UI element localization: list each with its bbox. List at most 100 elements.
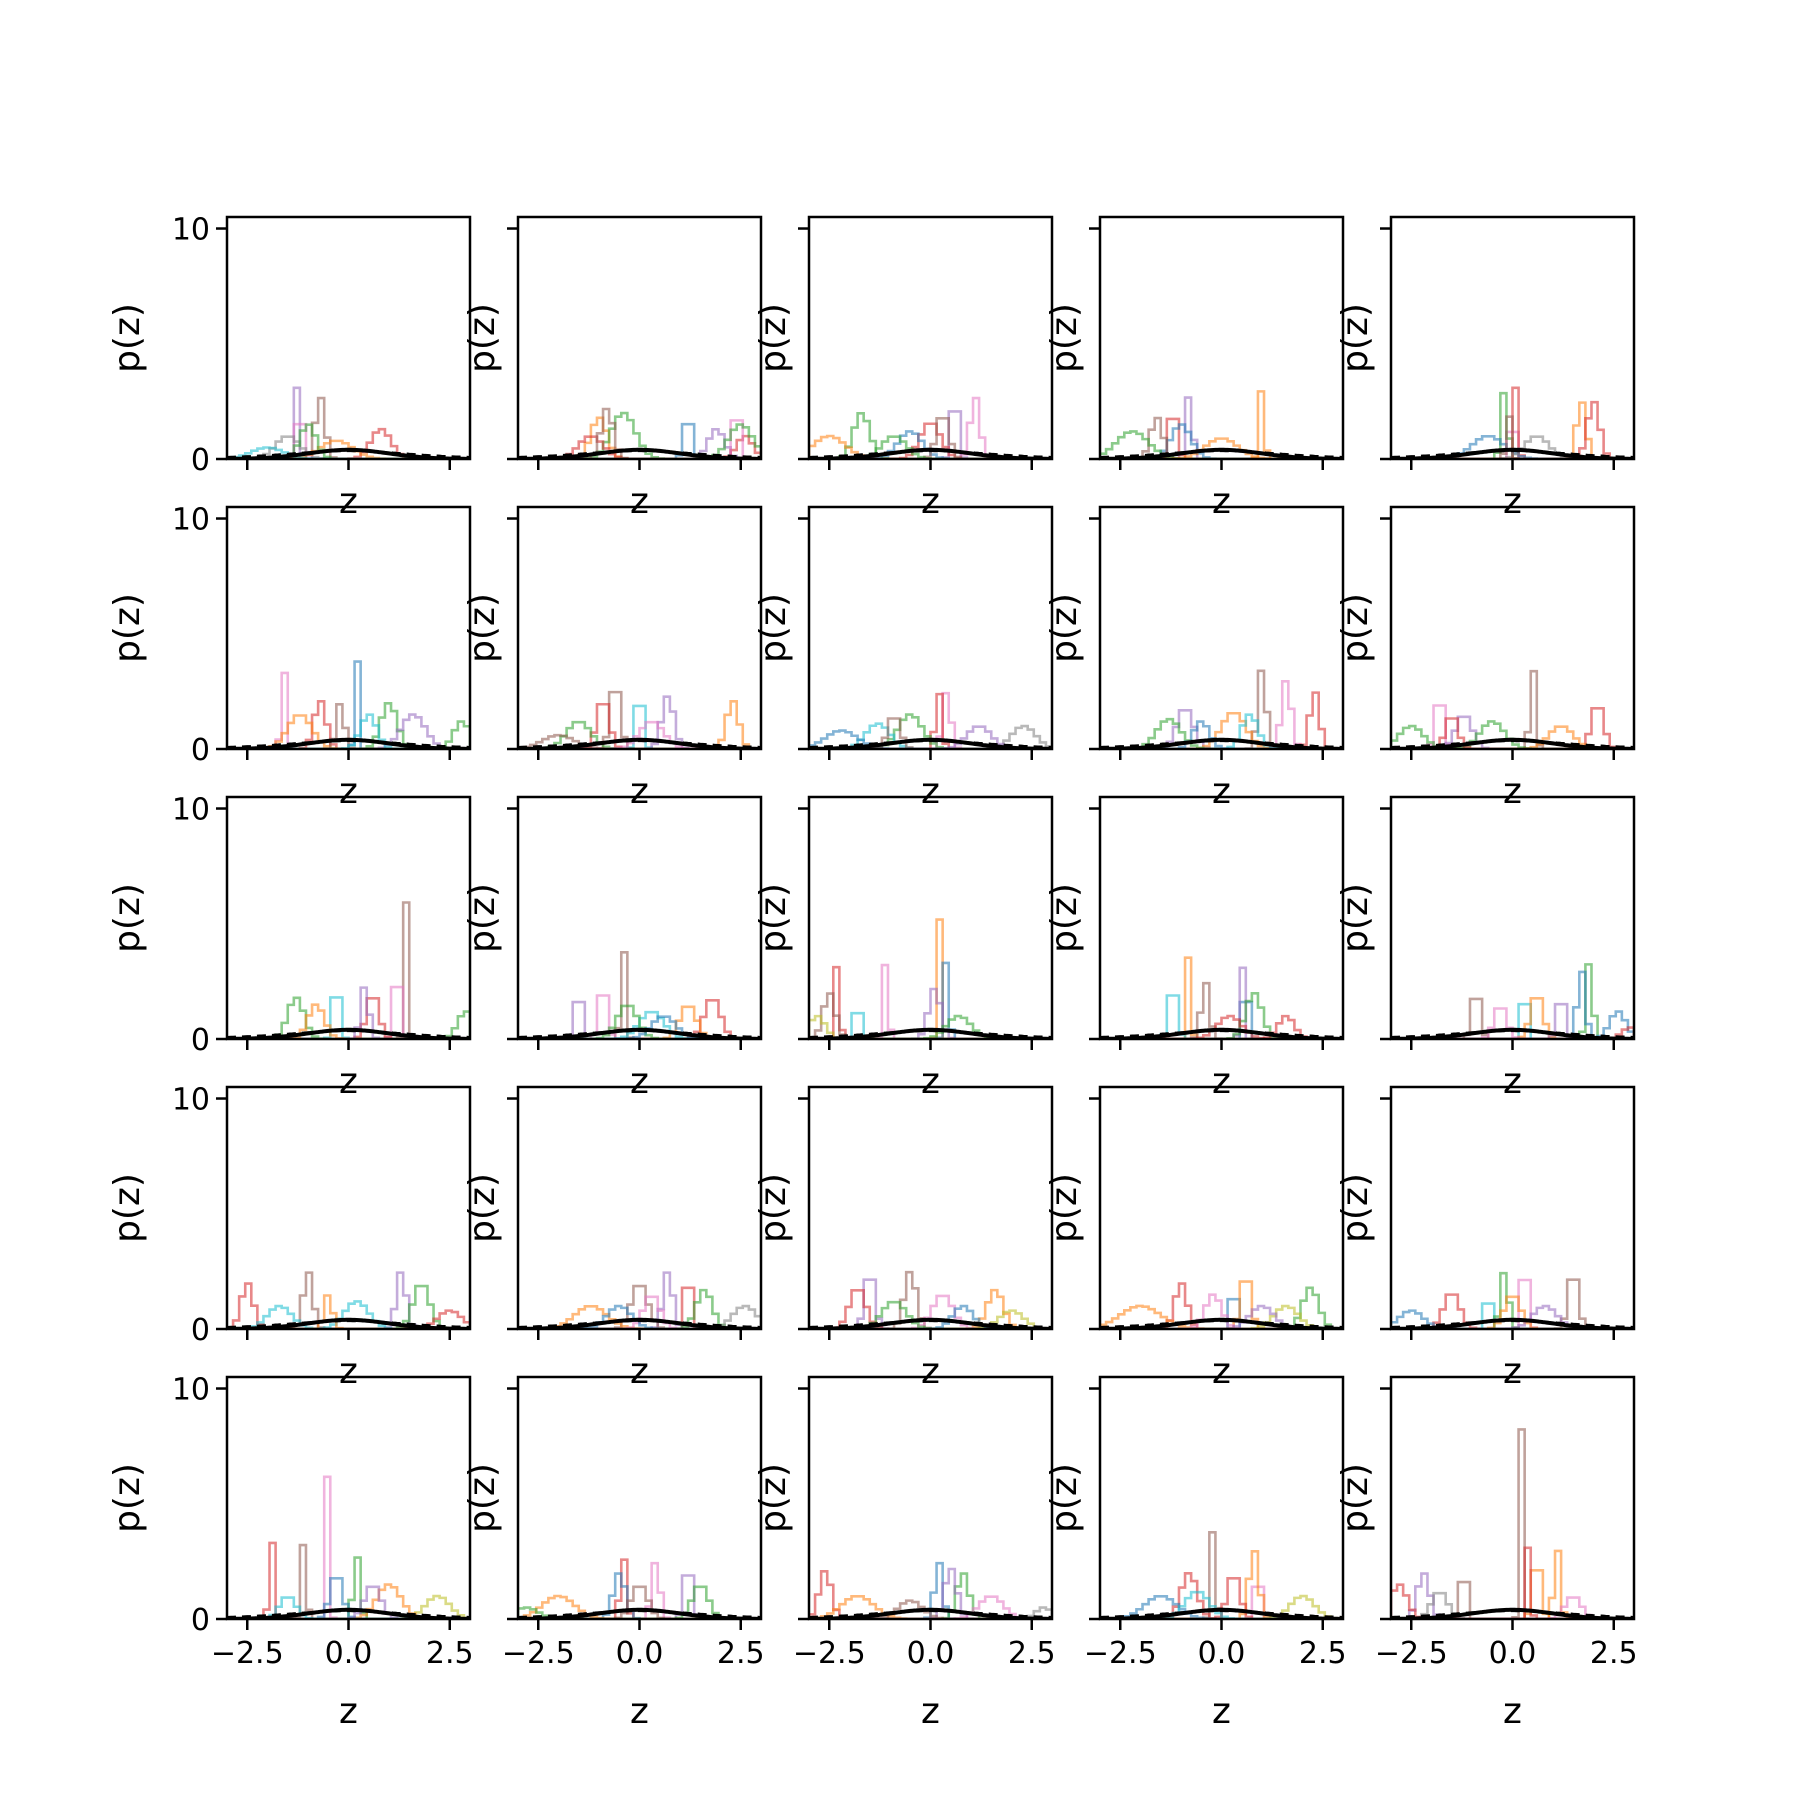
subplot-3-0: 0 10 z p(z): [107, 1083, 472, 1392]
x-axis-label: z: [1212, 771, 1231, 812]
series-line-1: [518, 704, 761, 749]
series-line-5: [809, 992, 1052, 1039]
series-line-8: [227, 713, 470, 749]
series-line-6: [518, 1295, 761, 1329]
x-axis-label: z: [921, 481, 940, 522]
series-line-1: [809, 1561, 1052, 1619]
y-axis-label: p(z): [462, 883, 503, 953]
subplot-grid: 0 10 z p(z) z p(z) z p(z) z p(z) z p(z) 0 10 z p(z) z p(z…: [107, 213, 1638, 1732]
x-tick-label: 0.0: [325, 1636, 373, 1671]
x-axis-label: z: [630, 1691, 649, 1732]
y-tick-label: 10: [172, 793, 210, 828]
series-line-8: [518, 423, 761, 459]
series-line-7: [518, 1585, 761, 1619]
series-line-2: [1391, 386, 1634, 459]
y-axis-label: p(z): [1335, 593, 1376, 663]
y-axis-label: p(z): [1044, 883, 1085, 953]
x-axis-label: z: [339, 1351, 358, 1392]
series-line-2: [518, 1284, 761, 1329]
y-axis-label: p(z): [107, 303, 148, 373]
subplot-4-2: −2.5 0.0 2.5 z p(z): [753, 1375, 1056, 1732]
x-tick-label: 0.0: [616, 1636, 664, 1671]
series-line-2: [518, 1561, 761, 1619]
series-line-2: [518, 695, 761, 749]
x-axis-label: z: [1503, 481, 1522, 522]
series-line-6: [809, 987, 1052, 1039]
series-line-1: [227, 1541, 470, 1619]
y-axis-label: p(z): [1044, 1173, 1085, 1243]
subplot-2-0: 0 10 z p(z): [107, 793, 472, 1102]
series-line-0: [809, 1569, 1052, 1619]
series-line-6: [518, 1606, 761, 1619]
series-line-3: [518, 699, 761, 749]
x-tick-label: 0.0: [1198, 1636, 1246, 1671]
subplot-1-3: z p(z): [1044, 505, 1345, 812]
x-axis-label: z: [1212, 1351, 1231, 1392]
subplot-1-0: 0 10 z p(z): [107, 503, 472, 812]
series-line-6: [1391, 1309, 1634, 1329]
y-axis-label: p(z): [1335, 1463, 1376, 1533]
y-axis-label: p(z): [1335, 883, 1376, 953]
series-line-4: [1391, 400, 1634, 459]
series-line-1: [1391, 707, 1634, 749]
x-tick-label: −2.5: [1084, 1636, 1157, 1671]
x-tick-label: −2.5: [793, 1636, 866, 1671]
subplot-2-2: z p(z): [753, 795, 1054, 1102]
y-tick-label: 10: [172, 1373, 210, 1408]
x-axis-label: z: [1503, 1061, 1522, 1102]
subplot-4-0: −2.5 0.0 2.5 0 10 z p(z): [107, 1373, 474, 1732]
series-line-3: [227, 997, 470, 1039]
y-axis-label: p(z): [753, 303, 794, 373]
y-axis-label: p(z): [753, 1173, 794, 1243]
subplot-3-3: z p(z): [1044, 1085, 1345, 1392]
series-line-4: [809, 422, 1052, 459]
y-axis-label: p(z): [462, 1173, 503, 1243]
series-line-5: [518, 1010, 761, 1039]
series-line-1: [809, 692, 1052, 749]
series-line-7: [809, 1606, 1052, 1619]
y-axis-label: p(z): [1335, 1173, 1376, 1243]
plot-area: [1391, 386, 1634, 459]
x-axis-label: z: [921, 771, 940, 812]
y-axis-label: p(z): [107, 1173, 148, 1243]
series-line-3: [518, 999, 761, 1039]
series-line-6: [227, 720, 470, 749]
series-line-0: [1391, 963, 1634, 1039]
y-axis-label: p(z): [753, 1463, 794, 1533]
subplot-0-4: z p(z): [1335, 215, 1636, 522]
y-tick-label: 0: [191, 1023, 210, 1058]
subplot-1-2: z p(z): [753, 505, 1054, 812]
subplot-2-3: z p(z): [1044, 795, 1345, 1102]
series-line-5: [1391, 1583, 1634, 1619]
series-line-6: [809, 417, 1052, 459]
x-tick-label: −2.5: [502, 1636, 575, 1671]
x-tick-label: −2.5: [1375, 1636, 1448, 1671]
series-line-6: [1100, 1293, 1343, 1329]
x-axis-label: z: [921, 1351, 940, 1392]
y-axis-label: p(z): [753, 883, 794, 953]
series-line-6: [518, 1004, 761, 1039]
subplot-4-4: −2.5 0.0 2.5 z p(z): [1335, 1375, 1638, 1732]
y-tick-label: 0: [191, 443, 210, 478]
x-tick-label: 0.0: [1489, 1636, 1537, 1671]
x-tick-label: 0.0: [907, 1636, 955, 1671]
series-line-7: [227, 1585, 470, 1619]
x-axis-label: z: [339, 481, 358, 522]
series-line-5: [227, 1010, 470, 1039]
subplot-1-4: z p(z): [1335, 505, 1636, 812]
subplot-0-0: 0 10 z p(z): [107, 213, 472, 522]
series-line-3: [227, 1556, 470, 1619]
series-line-3: [1391, 997, 1634, 1039]
y-tick-label: 10: [172, 1083, 210, 1118]
x-axis-label: z: [630, 1351, 649, 1392]
series-line-7: [1391, 415, 1634, 459]
x-axis-label: z: [630, 771, 649, 812]
subplot-3-2: z p(z): [753, 1085, 1054, 1392]
y-axis-label: p(z): [107, 1463, 148, 1533]
series-line-3: [809, 965, 1052, 1039]
series-line-3: [1100, 1571, 1343, 1619]
y-tick-label: 0: [191, 1313, 210, 1348]
series-line-7: [809, 1014, 1052, 1039]
x-axis-label: z: [339, 771, 358, 812]
